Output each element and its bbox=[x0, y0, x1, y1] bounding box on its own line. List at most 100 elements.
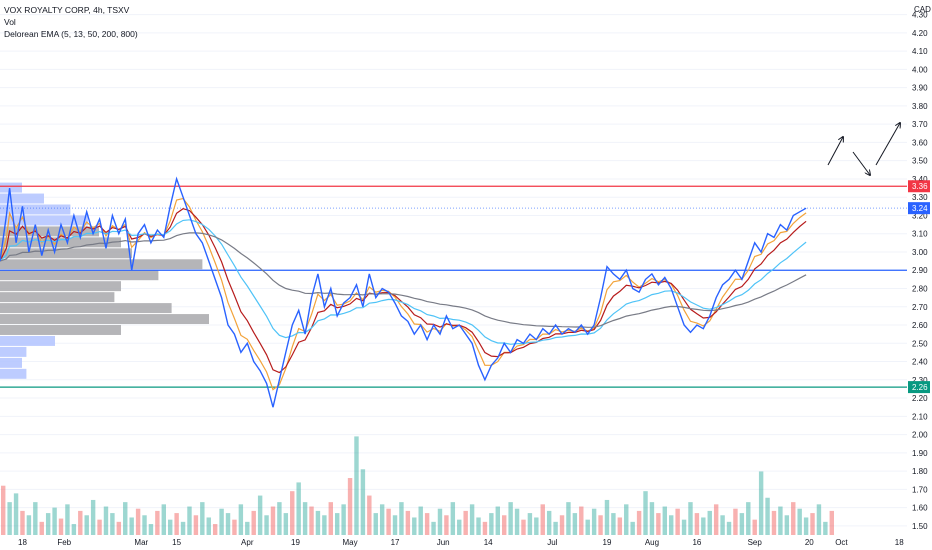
volume-profile-bar bbox=[0, 204, 71, 215]
volume-profile-bar bbox=[0, 237, 121, 248]
volume-bar bbox=[20, 510, 25, 535]
price-tag-label: 2.26 bbox=[912, 383, 928, 392]
volume-bar bbox=[720, 515, 725, 535]
volume-bar bbox=[566, 502, 571, 535]
volume-bar bbox=[412, 517, 417, 535]
volume-bar bbox=[791, 502, 796, 535]
volume-bar bbox=[502, 515, 507, 535]
volume-bar bbox=[546, 510, 552, 535]
volume-bar bbox=[296, 482, 301, 535]
volume-bar bbox=[694, 513, 700, 535]
volume-bar bbox=[656, 513, 661, 535]
currency-label: CAD bbox=[914, 5, 931, 14]
volume-bar bbox=[39, 521, 44, 535]
volume-indicator-label[interactable]: Vol bbox=[4, 17, 16, 27]
volume-bar bbox=[810, 513, 815, 535]
volume-bar bbox=[180, 521, 186, 535]
y-tick-label: 3.90 bbox=[912, 84, 928, 93]
x-tick-label: 17 bbox=[391, 538, 400, 547]
volume-bar bbox=[161, 504, 166, 535]
volume-bar bbox=[238, 504, 244, 535]
volume-bar bbox=[649, 502, 655, 535]
volume-bar bbox=[816, 504, 822, 535]
volume-bar bbox=[591, 508, 597, 535]
x-tick-label: Sep bbox=[748, 538, 763, 547]
time-axis-bg bbox=[0, 535, 932, 550]
chart-legend: VOX ROYALTY CORP, 4h, TSXV Vol Delorean … bbox=[4, 4, 138, 40]
volume-bar bbox=[482, 521, 488, 535]
y-tick-label: 2.30 bbox=[912, 376, 928, 385]
volume-bar bbox=[553, 521, 558, 535]
volume-bar bbox=[200, 502, 205, 535]
volume-bar bbox=[450, 502, 456, 535]
volume-bar bbox=[489, 513, 494, 535]
y-tick-label: 3.00 bbox=[912, 248, 928, 257]
volume-bar bbox=[13, 493, 19, 535]
volume-bar bbox=[604, 499, 610, 535]
y-tick-label: 3.60 bbox=[912, 138, 928, 147]
volume-bar bbox=[598, 515, 603, 535]
volume-bar bbox=[431, 521, 436, 535]
volume-bar bbox=[559, 515, 565, 535]
volume-bar bbox=[540, 504, 545, 535]
volume-bar bbox=[534, 517, 539, 535]
volume-bar bbox=[148, 524, 154, 535]
ema50-line bbox=[0, 219, 807, 345]
volume-bar bbox=[726, 521, 732, 535]
y-tick-label: 4.20 bbox=[912, 29, 928, 38]
volume-bar bbox=[328, 502, 333, 535]
x-tick-label: 16 bbox=[692, 538, 701, 547]
volume-bar bbox=[212, 524, 218, 535]
volume-bar bbox=[784, 515, 790, 535]
volume-bar bbox=[797, 508, 802, 535]
price-tag-bg bbox=[908, 180, 930, 193]
y-tick-label: 2.20 bbox=[912, 394, 928, 403]
grid bbox=[0, 14, 907, 527]
volume-bar bbox=[347, 478, 353, 535]
volume-bar bbox=[7, 502, 12, 535]
x-tick-label: 19 bbox=[603, 538, 612, 547]
y-tick-label: 4.00 bbox=[912, 65, 928, 74]
volume-bar bbox=[688, 502, 693, 535]
volume-bar bbox=[758, 471, 764, 535]
volume-bar bbox=[367, 495, 372, 535]
volume-bar bbox=[373, 513, 378, 535]
volume-bar bbox=[476, 517, 481, 535]
volume-bar bbox=[643, 491, 648, 535]
volume-bar bbox=[277, 502, 282, 535]
price-tags: 3.36 3.24 2.26 bbox=[908, 180, 930, 394]
volume-bar bbox=[572, 513, 578, 535]
projection-arrows bbox=[827, 123, 900, 175]
volume-bar bbox=[206, 517, 211, 535]
volume-bar bbox=[739, 513, 745, 535]
ema-indicator-label[interactable]: Delorean EMA (5, 13, 50, 200, 800) bbox=[4, 29, 138, 39]
volume-profile-bar bbox=[0, 259, 203, 270]
time-axis: 18 Feb Mar 15 Apr 19 May 17 Jun 14 Jul 19 Aug 16 Sep 20… bbox=[18, 538, 904, 547]
volume-bar bbox=[232, 519, 237, 535]
volume-bar bbox=[437, 508, 443, 535]
volume-profile-bar bbox=[0, 193, 44, 204]
price-series bbox=[0, 176, 807, 408]
x-tick-label: Jul bbox=[547, 538, 557, 547]
volume-bar bbox=[701, 517, 706, 535]
volume-bar bbox=[752, 519, 757, 535]
y-tick-label: 3.20 bbox=[912, 211, 928, 220]
y-tick-label: 1.70 bbox=[912, 485, 928, 494]
y-tick-label: 2.90 bbox=[912, 266, 928, 275]
volume-bar bbox=[97, 519, 102, 535]
volume-bar bbox=[90, 499, 96, 535]
volume-bar bbox=[617, 517, 623, 535]
volume-bar bbox=[360, 469, 366, 535]
y-tick-label: 2.00 bbox=[912, 431, 928, 440]
volume-bar bbox=[65, 504, 70, 535]
volume-bar bbox=[187, 506, 192, 535]
volume-bar bbox=[611, 513, 616, 535]
price-tag-label: 3.36 bbox=[912, 182, 928, 191]
volume-bar bbox=[78, 510, 83, 535]
volume-bar bbox=[399, 502, 404, 535]
volume-bar bbox=[168, 519, 173, 535]
volume-bar bbox=[52, 507, 57, 535]
volume-bar bbox=[457, 519, 462, 535]
y-tick-label: 4.10 bbox=[912, 47, 928, 56]
